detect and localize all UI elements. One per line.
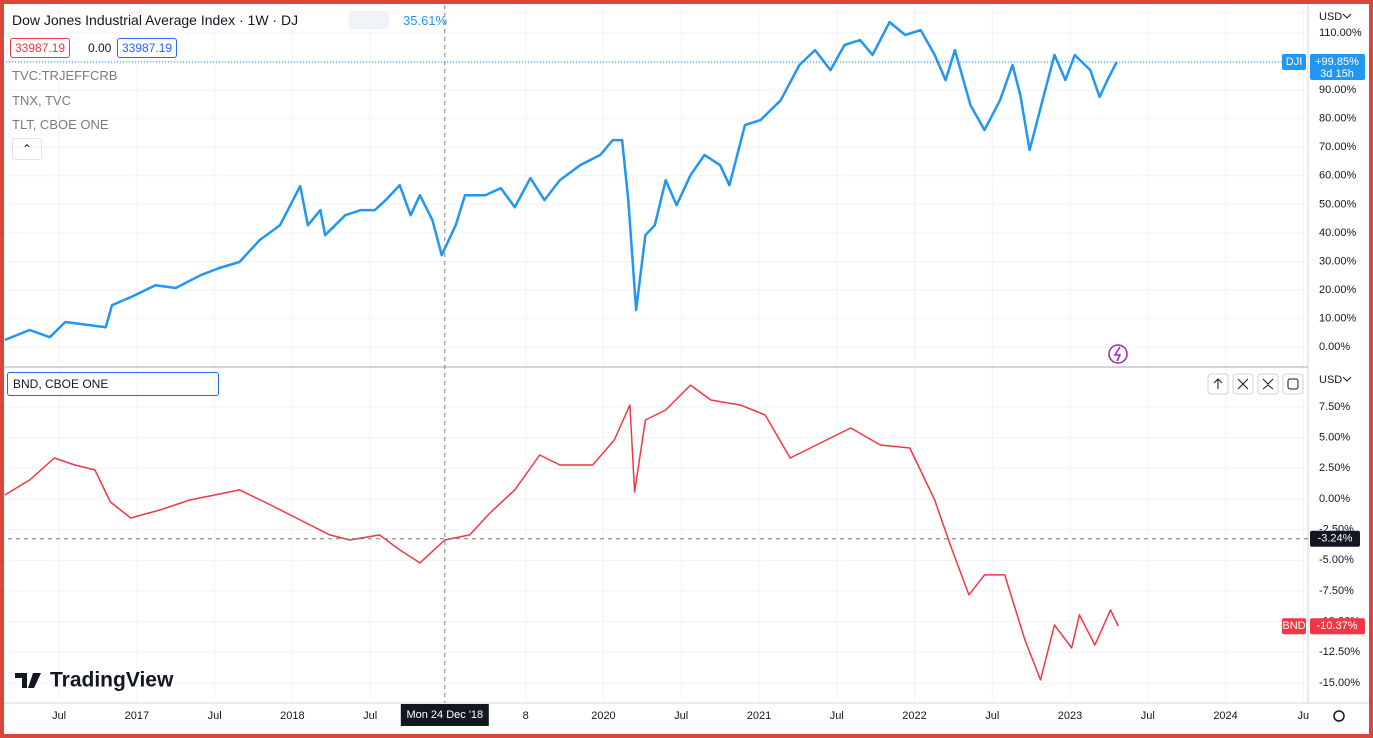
event-icon[interactable] — [1108, 344, 1128, 364]
chart-layer: Jul 2017 Jul 2018 Jul 8 2020 Jul 2021 Jul 2022 Jul 2… — [0, 5, 1365, 726]
compare-toggle[interactable] — [349, 11, 389, 29]
x-tick-label: 2018 — [280, 710, 304, 722]
x-tick-label: 8 — [523, 710, 529, 722]
y-tick-label: 2.50% — [1319, 462, 1350, 474]
x-tick-label: Jul — [985, 710, 999, 722]
logo: TradingView — [15, 669, 174, 692]
event-icon-bolt — [1113, 346, 1122, 362]
series-name-tag — [1282, 53, 1306, 70]
x-tick-label: Jul — [208, 710, 222, 722]
dropdown-icon[interactable] — [1342, 376, 1352, 382]
y-tick-label: -5.00% — [1319, 554, 1354, 566]
x-tick-label: Jul — [52, 710, 66, 722]
x-tick-label: Ju — [1298, 710, 1310, 722]
y-tick-label: -7.50% — [1319, 585, 1354, 597]
x-tick-label: 2023 — [1058, 710, 1082, 722]
last-value-tag — [1310, 53, 1365, 80]
x-tick-label: 2022 — [902, 710, 926, 722]
y-tick-label: 0.00% — [1319, 341, 1350, 353]
pane-buttons — [1207, 373, 1304, 395]
crosshair-price-tag — [1310, 530, 1360, 547]
open-value: 33987.19 — [10, 38, 71, 58]
settings-button[interactable] — [1333, 710, 1345, 722]
icon — [1262, 378, 1274, 390]
last-value-label: -10.37% — [1317, 620, 1358, 632]
change-value: 0.00 — [88, 41, 112, 55]
close-value: 33987.19 — [117, 38, 178, 58]
crosshair-time-tag — [400, 704, 489, 726]
x-tick-label: Jul — [363, 710, 377, 722]
maximize-button[interactable] — [1282, 373, 1304, 395]
series-name-tag — [1282, 618, 1306, 635]
y-tick-label: 50.00% — [1319, 198, 1357, 210]
y-tick-label: 40.00% — [1319, 227, 1357, 239]
last-value-label: +99.85% — [1315, 56, 1359, 68]
currency-label[interactable]: USD — [1319, 11, 1342, 23]
x-tick-label: Jul — [830, 710, 844, 722]
y-tick-label: 0.00% — [1319, 493, 1350, 505]
y-tick-label: 60.00% — [1319, 170, 1357, 182]
brand-name: TradingView — [50, 669, 174, 692]
y-tick-label: 5.00% — [1319, 432, 1350, 444]
y-tick-label: 20.00% — [1319, 284, 1357, 296]
dropdown-icon[interactable] — [1342, 13, 1352, 19]
icon — [1213, 378, 1223, 389]
y-tick-label: 10.00% — [1319, 312, 1357, 324]
currency-label[interactable]: USD — [1319, 374, 1342, 386]
crosshair-price-label: -3.24% — [1318, 533, 1353, 545]
y-tick-label: 7.50% — [1319, 401, 1350, 413]
y-tick-label: -15.00% — [1319, 677, 1360, 689]
y-tick-label: 30.00% — [1319, 255, 1357, 267]
y-tick-label: -12.50% — [1319, 646, 1360, 658]
y-tick-label: 80.00% — [1319, 113, 1357, 125]
series-name: BND — [1282, 620, 1305, 632]
x-tick-label: 2020 — [591, 710, 615, 722]
x-tick-label: 2024 — [1213, 710, 1237, 722]
study-label[interactable]: TLT, CBOE ONE — [12, 117, 109, 132]
y-tick-label: 90.00% — [1319, 84, 1357, 96]
change-percent: 35.61% — [403, 13, 448, 28]
series-line — [4, 384, 1119, 681]
icon — [1287, 378, 1299, 390]
logo-mark — [15, 673, 41, 688]
chart-title: Dow Jones Industrial Average Index · 1W … — [12, 12, 299, 28]
icon — [1237, 378, 1249, 390]
series-name: DJI — [1286, 56, 1303, 68]
study-label[interactable]: TVC:TRJEFFCRB — [12, 68, 118, 83]
x-tick-label: Jul — [1141, 710, 1155, 722]
countdown-label: 3d 15h — [1320, 68, 1354, 80]
y-tick-label: 110.00% — [1319, 27, 1362, 39]
crosshair-time-label: Mon 24 Dec '18 — [406, 709, 483, 721]
last-value-tag — [1310, 618, 1365, 635]
x-tick-label: 2017 — [125, 710, 149, 722]
x-tick-label: Jul — [674, 710, 688, 722]
x-tick-label: 2021 — [747, 710, 771, 722]
series-line — [4, 20, 1118, 342]
y-tick-label: 70.00% — [1319, 141, 1357, 153]
study-label: BND, CBOE ONE — [13, 377, 109, 391]
collapse-legend-button[interactable]: ⌃ — [12, 138, 42, 160]
study-label[interactable]: TNX, TVC — [12, 93, 71, 108]
pane-legend[interactable]: BND, CBOE ONE — [7, 372, 219, 396]
